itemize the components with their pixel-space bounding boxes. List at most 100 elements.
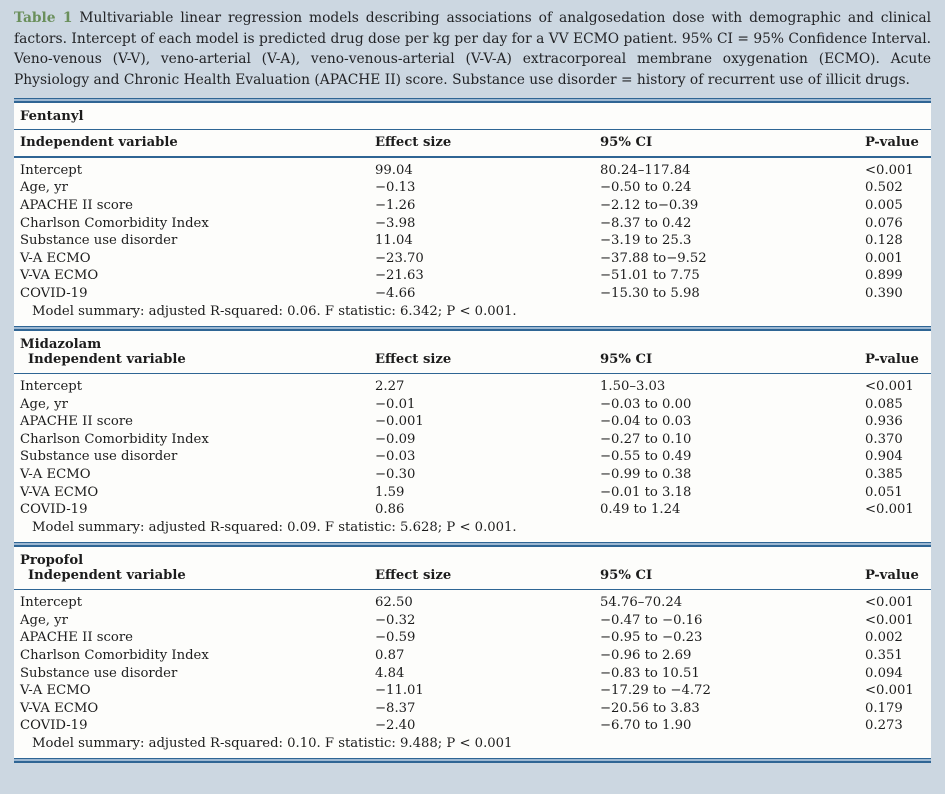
table-row: Substance use disorder 11.04 −3.19 to 25.3… [14,232,931,250]
table-row: V-A ECMO −23.70 −37.88 to−9.52 0.001 [14,250,931,268]
ci-cell: −6.70 to 1.90 [600,718,692,734]
effect-size-cell: 62.50 [375,595,413,611]
effect-size-cell: −23.70 [375,250,424,266]
row-label: Intercept [20,595,83,611]
table-row: Intercept 2.27 1.50–3.03 <0.001 [14,378,931,396]
effect-size-cell: −0.001 [375,414,424,430]
ci-cell: 80.24–117.84 [600,162,691,178]
drug-section: Fentanyl Independent variable Effect siz… [14,103,931,331]
effect-size-cell: −0.13 [375,180,416,196]
row-label: COVID-19 [20,502,88,518]
pvalue-cell: 0.128 [865,233,903,249]
pvalue-cell: 0.094 [865,665,903,681]
ci-cell: −0.01 to 3.18 [600,484,692,500]
pvalue-cell: 0.273 [865,718,903,734]
effect-size-cell: 0.87 [375,648,405,664]
ci-cell: −0.96 to 2.69 [600,648,692,664]
pvalue-cell: 0.390 [865,285,903,301]
pvalue-cell: 0.001 [865,250,903,266]
table-row: APACHE II score −0.001 −0.04 to 0.03 0.936 [14,413,931,431]
row-label: Charlson Comorbidity Index [20,648,209,664]
table-row: V-A ECMO −11.01 −17.29 to −4.72 <0.001 [14,682,931,700]
ci-cell: −17.29 to −4.72 [600,683,711,699]
pvalue-cell: <0.001 [865,379,914,394]
table-row: Age, yr −0.01 −0.03 to 0.00 0.085 [14,396,931,414]
header-cell: Independent variable [28,351,186,367]
effect-size-cell: 4.84 [375,665,405,681]
section-rows: Intercept 2.27 1.50–3.03 <0.001 Age, yr −0.01… [14,374,931,519]
pvalue-cell: <0.001 [865,502,914,518]
effect-size-cell: −21.63 [375,268,424,284]
ci-cell: −20.56 to 3.83 [600,700,700,716]
pvalue-cell: 0.179 [865,700,903,716]
ci-cell: −0.47 to −0.16 [600,612,703,628]
ci-cell: −15.30 to 5.98 [600,285,700,301]
effect-size-cell: −0.01 [375,396,416,412]
pvalue-cell: 0.351 [865,648,903,664]
table-row: Intercept 99.04 80.24–117.84 <0.001 [14,162,931,180]
header-cell: P-value [865,351,919,367]
pvalue-cell: 0.385 [865,466,903,482]
header-cell: P-value [865,567,919,583]
row-label: Substance use disorder [20,449,178,465]
ci-cell: −2.12 to−0.39 [600,197,699,213]
header-row: Independent variable Effect size 95% CI … [14,568,931,589]
drug-title: Propofol [20,552,84,568]
row-label: COVID-19 [20,718,88,734]
table-row: Substance use disorder −0.03 −0.55 to 0.49… [14,448,931,466]
pvalue-cell: 0.002 [865,630,903,646]
table-row: Age, yr −0.13 −0.50 to 0.24 0.502 [14,179,931,197]
table-row: COVID-19 −2.40 −6.70 to 1.90 0.273 [14,717,931,735]
table-bottom-rule [14,758,931,763]
pvalue-cell: 0.085 [865,396,903,412]
pvalue-cell: <0.001 [865,683,914,699]
table-row: V-A ECMO −0.30 −0.99 to 0.38 0.385 [14,466,931,484]
regression-table: Fentanyl Independent variable Effect siz… [14,97,931,763]
row-label: Charlson Comorbidity Index [20,431,209,447]
pvalue-cell: 0.904 [865,449,903,465]
table-row: Substance use disorder 4.84 −0.83 to 10.51… [14,665,931,683]
header-cell: Independent variable [20,135,178,151]
table-row: COVID-19 0.86 0.49 to 1.24 <0.001 [14,501,931,519]
pvalue-cell: <0.001 [865,595,914,611]
ci-cell: 0.49 to 1.24 [600,502,681,518]
model-summary: Model summary: adjusted R-squared: 0.09.… [32,519,517,535]
pvalue-cell: 0.502 [865,180,903,196]
row-label: Intercept [20,162,83,178]
pvalue-cell: 0.005 [865,197,903,213]
drug-title: Fentanyl [20,108,84,124]
table-row: V-VA ECMO −21.63 −51.01 to 7.75 0.899 [14,267,931,285]
effect-size-cell: 0.86 [375,502,405,518]
model-summary: Model summary: adjusted R-squared: 0.06.… [32,303,517,319]
row-label: COVID-19 [20,285,88,301]
effect-size-cell: 1.59 [375,484,405,500]
ci-cell: −0.50 to 0.24 [600,180,692,196]
table-row: V-VA ECMO −8.37 −20.56 to 3.83 0.179 [14,700,931,718]
header-rule [14,156,931,158]
ci-cell: 1.50–3.03 [600,379,666,394]
ci-cell: −37.88 to−9.52 [600,250,707,266]
table-row: Charlson Comorbidity Index −3.98 −8.37 to … [14,215,931,233]
row-label: Age, yr [20,180,68,196]
ci-cell: −8.37 to 0.42 [600,215,692,231]
section-rule [14,325,931,331]
header-cell: Independent variable [28,567,186,583]
ci-cell: −0.04 to 0.03 [600,414,692,430]
table-row: Age, yr −0.32 −0.47 to −0.16 <0.001 [14,612,931,630]
ci-cell: 54.76–70.24 [600,595,683,611]
effect-size-cell: −0.32 [375,612,416,628]
row-label: V-VA ECMO [20,700,99,716]
ci-cell: −3.19 to 25.3 [600,233,692,249]
effect-size-cell: −1.26 [375,197,416,213]
ci-cell: −0.03 to 0.00 [600,396,692,412]
header-cell: Effect size [375,567,452,583]
ci-cell: −0.27 to 0.10 [600,431,692,447]
table-row: Charlson Comorbidity Index 0.87 −0.96 to 2… [14,647,931,665]
effect-size-cell: −0.09 [375,431,416,447]
effect-size-cell: −11.01 [375,683,424,699]
header-cell: 95% CI [600,135,653,151]
ci-cell: −0.99 to 0.38 [600,466,692,482]
table-row: Charlson Comorbidity Index −0.09 −0.27 to … [14,431,931,449]
effect-size-cell: −4.66 [375,285,416,301]
header-row: Independent variable Effect size 95% CI … [14,130,931,156]
